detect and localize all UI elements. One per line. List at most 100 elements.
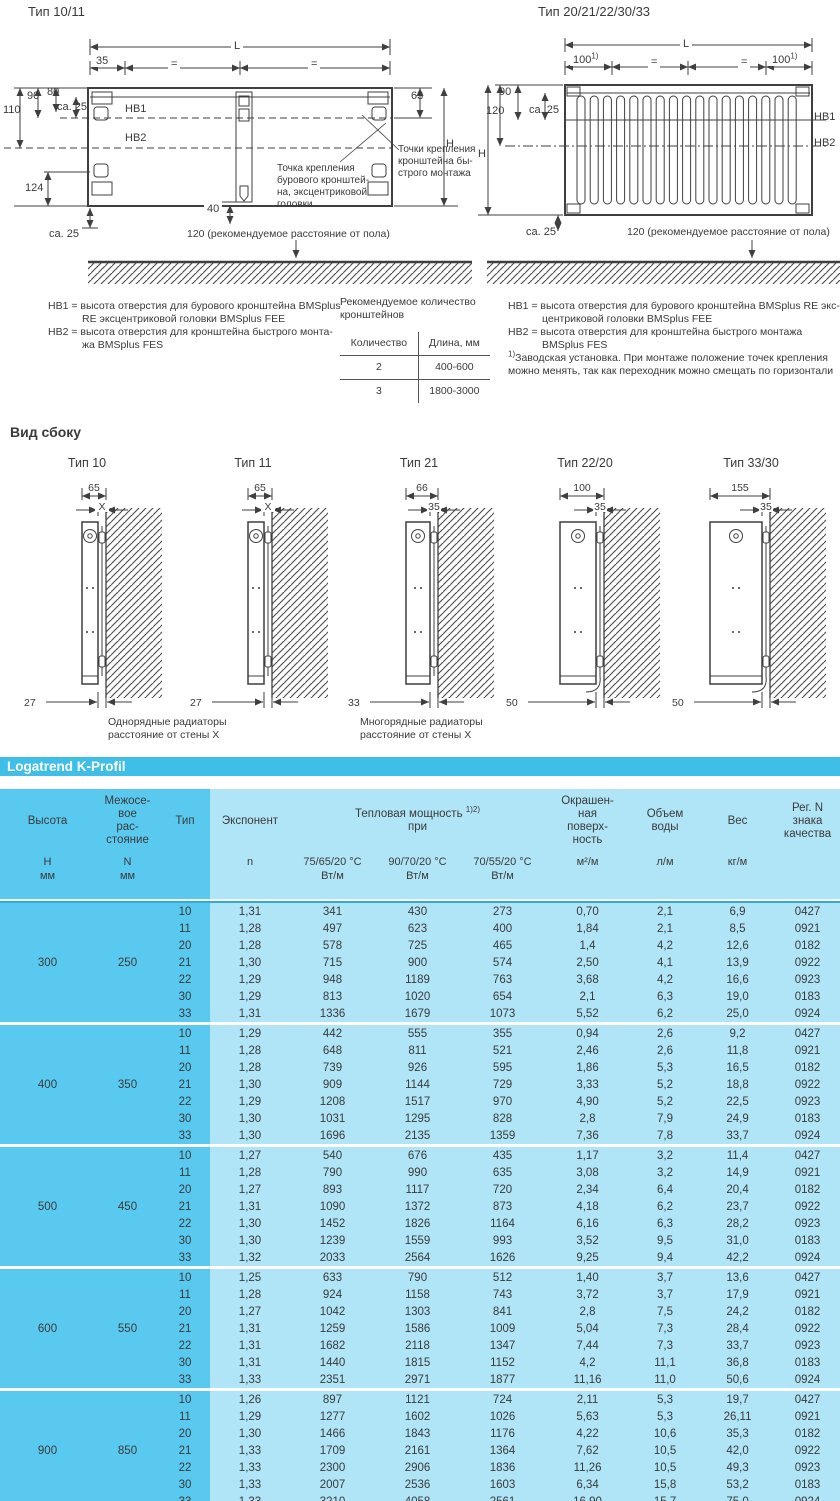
cell-reg-number: 0427	[775, 1266, 840, 1286]
front-view-diagrams: Тип 10/11 L 35 = = 90 80 110 ca. 25 HB1 …	[0, 0, 840, 298]
cell-height	[0, 1337, 95, 1354]
cell-surface: 11,16	[545, 1371, 631, 1388]
cell-exponent: 1,31	[210, 1354, 290, 1371]
cell-height	[0, 1388, 95, 1408]
cell-surface: 7,62	[545, 1442, 631, 1459]
table-row: 22 1,29 1208 1517 970 4,90 5,2 22,5 0923	[0, 1093, 840, 1110]
cell-reg-number: 0924	[775, 1005, 840, 1022]
cell-type: 22	[160, 971, 210, 988]
dim-floor-offset: 27	[190, 697, 202, 709]
cell-type: 20	[160, 1059, 210, 1076]
cell-exponent: 1,31	[210, 1198, 290, 1215]
cell-power-75-65: 739	[290, 1059, 375, 1076]
cell-power-90-70: 1517	[375, 1093, 460, 1110]
floor-hatch	[88, 262, 472, 284]
cell-volume: 4,2	[630, 937, 701, 954]
cell-exponent: 1,28	[210, 937, 290, 954]
cell-power-70-55: 521	[460, 1042, 546, 1059]
cell-volume: 10,5	[630, 1459, 701, 1476]
cell-exponent: 1,29	[210, 1093, 290, 1110]
cell-surface: 6,16	[545, 1215, 631, 1232]
cell-power-70-55: 970	[460, 1093, 546, 1110]
cell-exponent: 1,30	[210, 954, 290, 971]
cell-power-70-55: 1152	[460, 1354, 546, 1371]
cell-height	[0, 1005, 95, 1022]
cell-exponent: 1,32	[210, 1249, 290, 1266]
col-heat-output: Тепловая мощность 1)2) при	[290, 789, 546, 853]
cell-weight: 53,2	[700, 1476, 776, 1493]
table-row: 33 1,30 1696 2135 1359 7,36 7,8 33,7 0924	[0, 1127, 840, 1144]
side-view-type-label: Тип 11	[234, 456, 272, 470]
cell-volume: 6,2	[630, 1198, 701, 1215]
table-row: 600 550 21 1,31 1259 1586 1009 5,04 7,3 28,4 0922	[0, 1320, 840, 1337]
cell-reg-number: 0183	[775, 1110, 840, 1127]
dim-wall-total: 100	[573, 482, 591, 494]
cell-height: 500	[0, 1198, 95, 1215]
side-view-21: Тип 21 66 35 33	[338, 456, 500, 735]
cell-reg-number: 0427	[775, 1022, 840, 1042]
cell-power-90-70: 1303	[375, 1303, 460, 1320]
cell-power-70-55: 1603	[460, 1476, 546, 1493]
side-view-10: Тип 10 65 X 27	[6, 456, 168, 735]
cell-height	[0, 937, 95, 954]
cell-power-70-55: 574	[460, 954, 546, 971]
table-row: 22 1,30 1452 1826 1164 6,16 6,3 28,2 0923	[0, 1215, 840, 1232]
cell-weight: 35,3	[700, 1425, 776, 1442]
cell-reg-number: 0183	[775, 1354, 840, 1371]
cell-exponent: 1,33	[210, 1371, 290, 1388]
dim-wall-gap: X	[98, 501, 105, 513]
cell-reg-number: 0183	[775, 1476, 840, 1493]
cell-power-90-70: 790	[375, 1266, 460, 1286]
cell-power-75-65: 1466	[290, 1425, 375, 1442]
cell-power-75-65: 909	[290, 1076, 375, 1093]
cell-power-75-65: 3210	[290, 1493, 375, 1501]
cell-volume: 11,0	[630, 1371, 701, 1388]
cell-volume: 7,3	[630, 1320, 701, 1337]
diagram-type-20-33	[478, 38, 840, 284]
cell-reg-number: 0921	[775, 1286, 840, 1303]
cell-reg-number: 0183	[775, 1232, 840, 1249]
cell-surface: 1,86	[545, 1059, 631, 1076]
cell-height	[0, 1144, 95, 1164]
cell-spacing	[95, 1022, 160, 1042]
cell-reg-number: 0427	[775, 901, 840, 920]
cell-surface: 2,8	[545, 1110, 631, 1127]
cell-weight: 50,6	[700, 1371, 776, 1388]
cell-weight: 25,0	[700, 1005, 776, 1022]
cell-reg-number: 0182	[775, 937, 840, 954]
cell-spacing	[95, 1354, 160, 1371]
side-view-11: Тип 11 65 X 27	[172, 456, 334, 735]
cell-surface: 3,68	[545, 971, 631, 988]
cell-height	[0, 1493, 95, 1501]
cell-power-75-65: 1440	[290, 1354, 375, 1371]
cell-type: 30	[160, 1476, 210, 1493]
cell-surface: 16,90	[545, 1493, 631, 1501]
col-exponent: Экспонент	[210, 789, 290, 853]
cell-reg-number: 0922	[775, 1076, 840, 1093]
cell-weight: 22,5	[700, 1093, 776, 1110]
cell-surface: 2,46	[545, 1042, 631, 1059]
cell-weight: 16,6	[700, 971, 776, 988]
cell-volume: 5,3	[630, 1059, 701, 1076]
col-painted-surface: Окрашен- ная поверх- ность	[545, 789, 631, 853]
cell-spacing: 350	[95, 1076, 160, 1093]
cell-power-70-55: 1026	[460, 1408, 546, 1425]
dim-floor-offset: 33	[348, 697, 360, 709]
cell-volume: 4,1	[630, 954, 701, 971]
table-row: 30 1,33 2007 2536 1603 6,34 15,8 53,2 0183	[0, 1476, 840, 1493]
cell-power-70-55: 1626	[460, 1249, 546, 1266]
cell-type: 33	[160, 1493, 210, 1501]
table-row: 20 1,30 1466 1843 1176 4,22 10,6 35,3 0182	[0, 1425, 840, 1442]
cell-type: 30	[160, 1354, 210, 1371]
table-row: 11 1,28 790 990 635 3,08 3,2 14,9 0921	[0, 1164, 840, 1181]
dim-H: H	[446, 138, 454, 150]
cell-height: 600	[0, 1320, 95, 1337]
cell-reg-number: 0921	[775, 1408, 840, 1425]
cell-surface: 7,36	[545, 1127, 631, 1144]
cell-type: 11	[160, 1408, 210, 1425]
dim-63: 63	[411, 90, 424, 102]
cell-power-70-55: 435	[460, 1144, 546, 1164]
cell-type: 30	[160, 1110, 210, 1127]
cell-power-75-65: 2033	[290, 1249, 375, 1266]
cell-power-75-65: 1452	[290, 1215, 375, 1232]
